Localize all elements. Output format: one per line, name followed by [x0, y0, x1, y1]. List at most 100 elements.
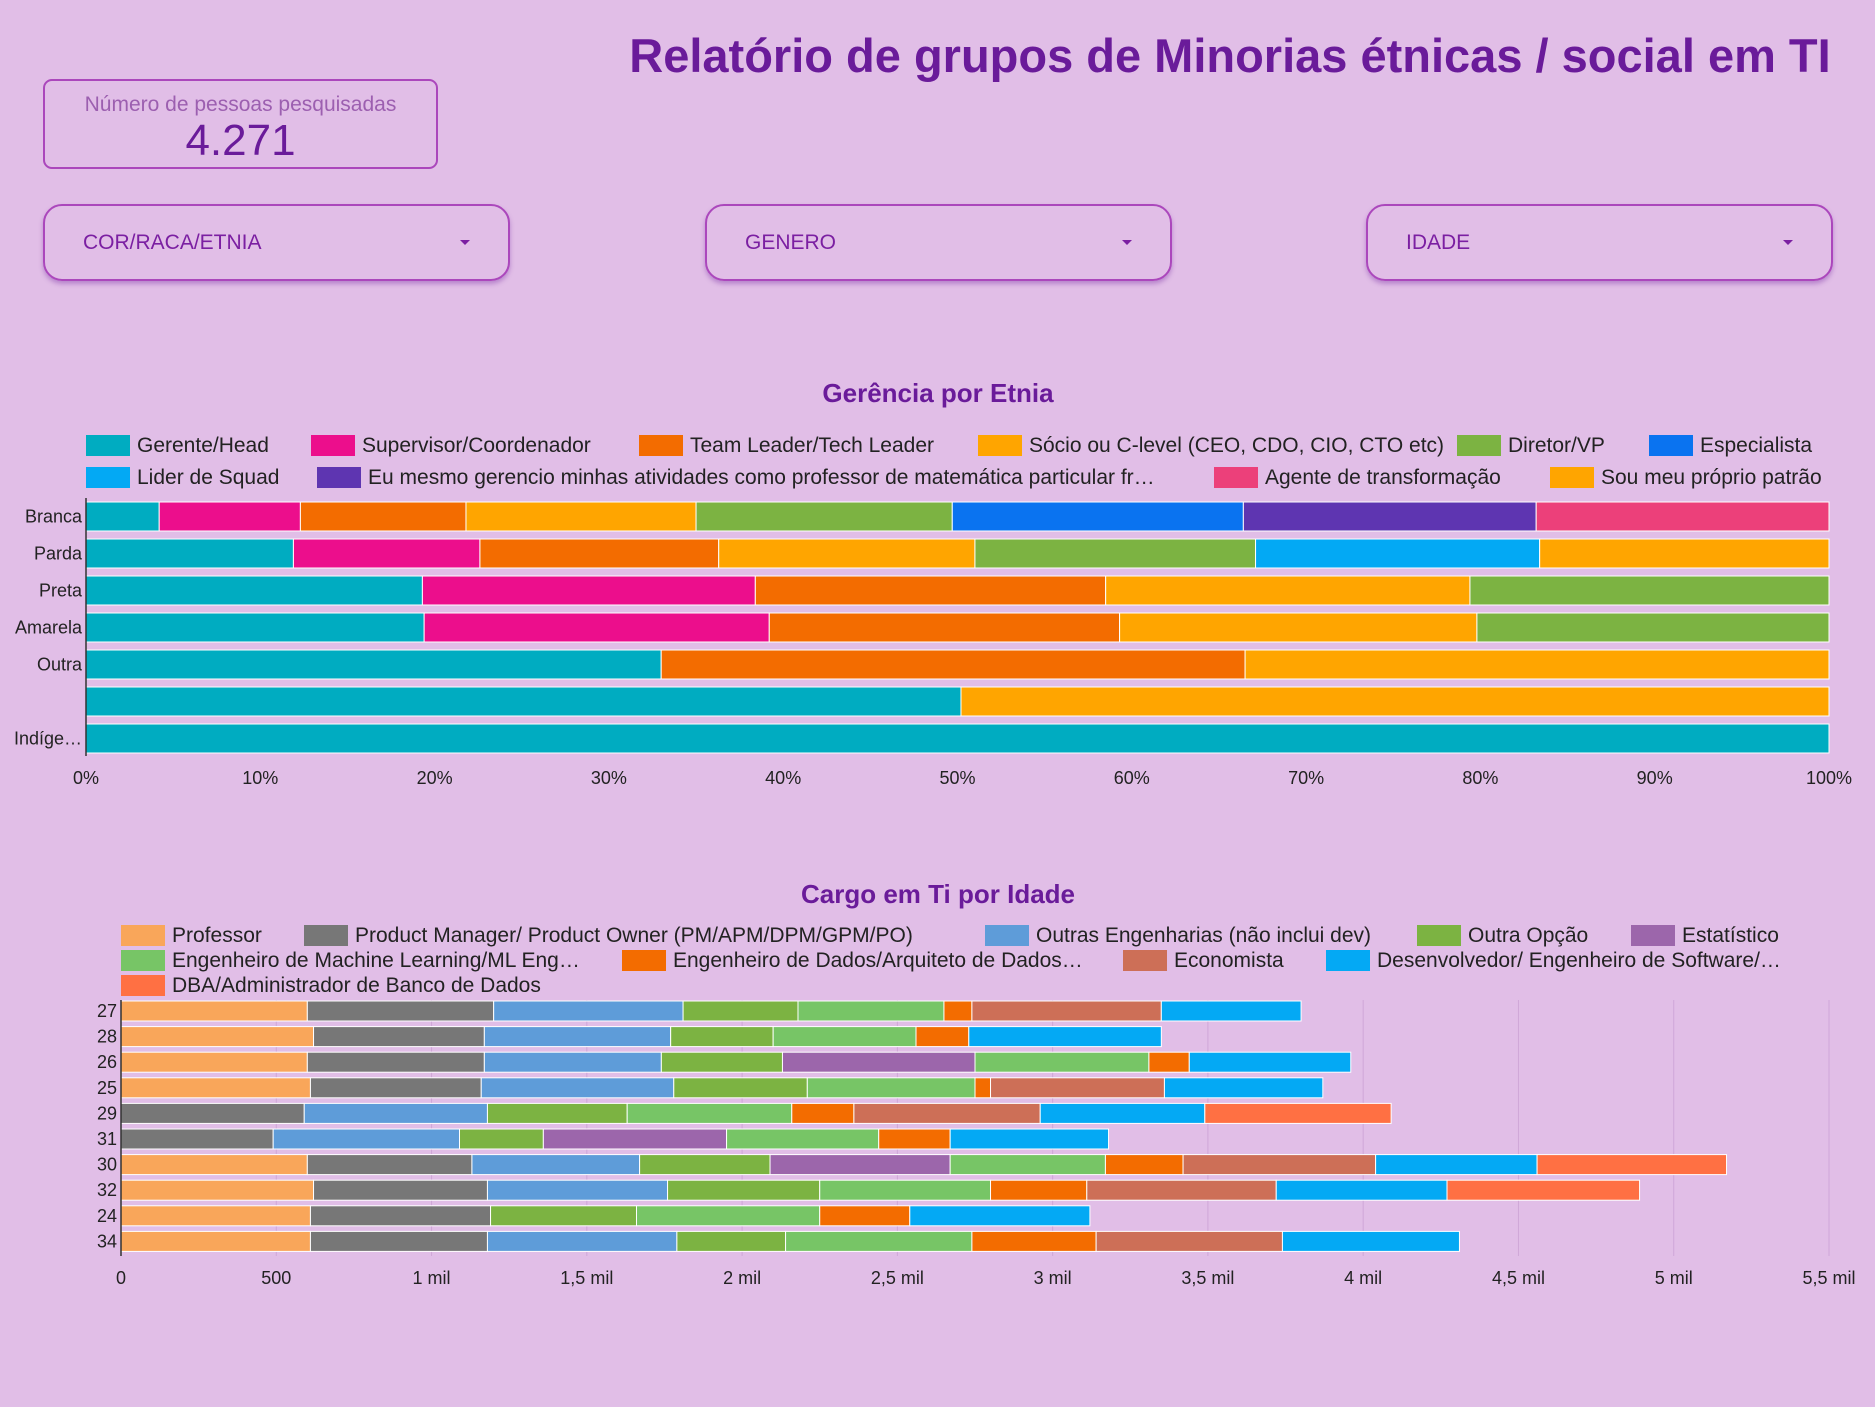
x-tick-label: 30%: [591, 768, 627, 788]
x-tick-label: 0: [116, 1268, 126, 1288]
bar-segment-branca-especialista: [951, 501, 1244, 532]
bar-segment-amarela-diretor-vp: [1476, 612, 1830, 643]
bar-segment-24-desenvolvedor-engenheiro-de-software: [909, 1205, 1091, 1227]
bar-segment-branca-team-leader-tech-leader: [299, 501, 467, 532]
bar-segment-27-outras-engenharias-nao-inclui-dev: [493, 1000, 684, 1022]
bar-segment-amarela-team-leader-tech-leader: [768, 612, 1121, 643]
bar-segment-outra-socio-ou-c-level-ceo-cdo-cio-cto-etc: [1244, 649, 1830, 680]
bar-segment-25-product-manager-product-owner-pm-apm-dpm-gpm-po: [309, 1077, 482, 1099]
x-tick-label: 80%: [1462, 768, 1498, 788]
bar-segment-30-product-manager-product-owner-pm-apm-dpm-gpm-po: [306, 1154, 473, 1176]
x-tick-label: 3 mil: [1034, 1268, 1072, 1288]
legend-label-diretor-vp: Diretor/VP: [1508, 434, 1605, 457]
legend-label-socio-ou-c-level-ceo-cdo-cio-cto-etc: Sócio ou C-level (CEO, CDO, CIO, CTO etc…: [1029, 434, 1444, 457]
bar-segment-29-outras-engenharias-nao-inclui-dev: [303, 1102, 488, 1124]
bar-segment-29-engenheiro-de-dados-arquiteto-de-dados: [791, 1102, 855, 1124]
bar-segment-outra-gerente-head: [85, 649, 662, 680]
bar-segment-26-engenheiro-de-dados-arquiteto-de-dados: [1148, 1051, 1190, 1073]
bar-segment-blank-socio-ou-c-level-ceo-cdo-cio-cto-etc: [960, 686, 1830, 717]
bar-segment-preta-gerente-head: [85, 575, 423, 606]
bar-segment-34-desenvolvedor-engenheiro-de-software: [1281, 1230, 1460, 1252]
chevron-down-icon[interactable]: [460, 240, 470, 245]
category-label-25: 25: [97, 1078, 117, 1098]
bar-segment-30-economista: [1182, 1154, 1377, 1176]
x-tick-label: 1 mil: [413, 1268, 451, 1288]
bar-segment-28-product-manager-product-owner-pm-apm-dpm-gpm-po: [313, 1026, 485, 1048]
legend-swatch-sou-meu-proprio-patrao: [1550, 467, 1594, 488]
bar-segment-32-dba-administrador-de-banco-de-dados: [1446, 1179, 1641, 1201]
chevron-down-icon[interactable]: [1122, 240, 1132, 245]
bar-segment-30-engenheiro-de-machine-learning-ml-eng: [949, 1154, 1106, 1176]
bar-segment-29-outra-opcao: [486, 1102, 628, 1124]
bar-segment-27-engenheiro-de-machine-learning-ml-eng: [797, 1000, 945, 1022]
scorecard-label: Número de pessoas pesquisadas: [84, 93, 397, 116]
bar-segment-25-engenheiro-de-machine-learning-ml-eng: [806, 1077, 976, 1099]
category-label-parda: Parda: [34, 544, 83, 564]
bar-segment-branca-supervisor-coordenador: [158, 501, 301, 532]
bar-segment-32-professor: [120, 1179, 315, 1201]
bar-segment-amarela-socio-ou-c-level-ceo-cdo-cio-cto-etc: [1119, 612, 1478, 643]
bar-segment-24-engenheiro-de-dados-arquiteto-de-dados: [819, 1205, 911, 1227]
x-tick-label: 500: [261, 1268, 291, 1288]
chevron-down-icon[interactable]: [1783, 240, 1793, 245]
bar-segment-26-desenvolvedor-engenheiro-de-software: [1188, 1051, 1352, 1073]
bar-segment-parda-team-leader-tech-leader: [479, 538, 720, 569]
x-tick-label: 2,5 mil: [871, 1268, 924, 1288]
bar-segment-amarela-gerente-head: [85, 612, 425, 643]
legend-label-professor: Professor: [172, 924, 262, 947]
bar-segment-28-outras-engenharias-nao-inclui-dev: [483, 1026, 672, 1048]
chart-title: Gerência por Etnia: [822, 378, 1054, 408]
category-label-34: 34: [97, 1231, 117, 1251]
bar-segment-28-outra-opcao: [670, 1026, 774, 1048]
bar-segment-24-outra-opcao: [490, 1205, 638, 1227]
legend-label-eu-mesmo-gerencio-minhas-atividades-como-professor-de-matematica-particular-fr: Eu mesmo gerencio minhas atividades como…: [368, 466, 1155, 489]
bar-segment-25-economista: [990, 1077, 1165, 1099]
bar-segment-32-engenheiro-de-machine-learning-ml-eng: [819, 1179, 992, 1201]
filter-genero[interactable]: GENERO: [705, 204, 1172, 281]
legend-swatch-professor: [121, 925, 165, 946]
category-label-amarela: Amarela: [15, 618, 83, 638]
bar-segment-25-desenvolvedor-engenheiro-de-software: [1163, 1077, 1324, 1099]
filter-cor-raca-etnia[interactable]: COR/RACA/ETNIA: [43, 204, 510, 281]
x-tick-label: 4,5 mil: [1492, 1268, 1545, 1288]
category-label-outra: Outra: [37, 655, 83, 675]
x-tick-label: 40%: [765, 768, 801, 788]
bar-segment-30-dba-administrador-de-banco-de-dados: [1536, 1154, 1728, 1176]
bar-segment-32-outra-opcao: [667, 1179, 821, 1201]
category-label-31: 31: [97, 1129, 117, 1149]
bar-segment-branca-eu-mesmo-gerencio-minhas-atividades-como-professor-de-matematica-particular-fr: [1242, 501, 1537, 532]
bar-segment-branca-gerente-head: [85, 501, 160, 532]
bar-segment-parda-sou-meu-proprio-patrao: [1539, 538, 1830, 569]
filter-label: GENERO: [745, 230, 837, 254]
legend-label-engenheiro-de-dados-arquiteto-de-dados: Engenheiro de Dados/Arquiteto de Dados…: [673, 949, 1083, 972]
legend-swatch-eu-mesmo-gerencio-minhas-atividades-como-professor-de-matematica-particular-fr: [317, 467, 361, 488]
bar-segment-preta-team-leader-tech-leader: [754, 575, 1107, 606]
filter-idade[interactable]: IDADE: [1366, 204, 1833, 281]
category-label-preta: Preta: [39, 581, 83, 601]
bar-segment-preta-supervisor-coordenador: [421, 575, 756, 606]
legend-label-supervisor-coordenador: Supervisor/Coordenador: [362, 434, 591, 457]
legend-swatch-engenheiro-de-dados-arquiteto-de-dados: [622, 950, 666, 971]
x-tick-label: 100%: [1806, 768, 1852, 788]
bar-segment-32-economista: [1086, 1179, 1277, 1201]
legend-swatch-socio-ou-c-level-ceo-cdo-cio-cto-etc: [978, 435, 1022, 456]
bar-segment-27-outra-opcao: [682, 1000, 799, 1022]
legend-label-product-manager-product-owner-pm-apm-dpm-gpm-po: Product Manager/ Product Owner (PM/APM/D…: [355, 924, 913, 947]
scorecard-value: 4.271: [185, 116, 296, 165]
bar-segment-25-engenheiro-de-dados-arquiteto-de-dados: [974, 1077, 992, 1099]
bar-segment-parda-diretor-vp: [974, 538, 1257, 569]
x-tick-label: 2 mil: [723, 1268, 761, 1288]
bar-segment-32-desenvolvedor-engenheiro-de-software: [1275, 1179, 1448, 1201]
bar-segment-26-estatistico: [781, 1051, 976, 1073]
category-label-branca: Branca: [25, 507, 83, 527]
legend-swatch-economista: [1123, 950, 1167, 971]
bar-segment-31-outras-engenharias-nao-inclui-dev: [272, 1128, 460, 1150]
legend-label-lider-de-squad: Lider de Squad: [137, 466, 279, 489]
bar-segment-outra-team-leader-tech-leader: [660, 649, 1246, 680]
legend-swatch-dba-administrador-de-banco-de-dados: [121, 975, 165, 996]
chart-title: Cargo em Ti por Idade: [801, 879, 1075, 909]
legend-swatch-team-leader-tech-leader: [639, 435, 683, 456]
bar-segment-branca-agente-de-transformacao: [1535, 501, 1830, 532]
bar-segment-29-economista: [853, 1102, 1041, 1124]
category-label-28: 28: [97, 1027, 117, 1047]
